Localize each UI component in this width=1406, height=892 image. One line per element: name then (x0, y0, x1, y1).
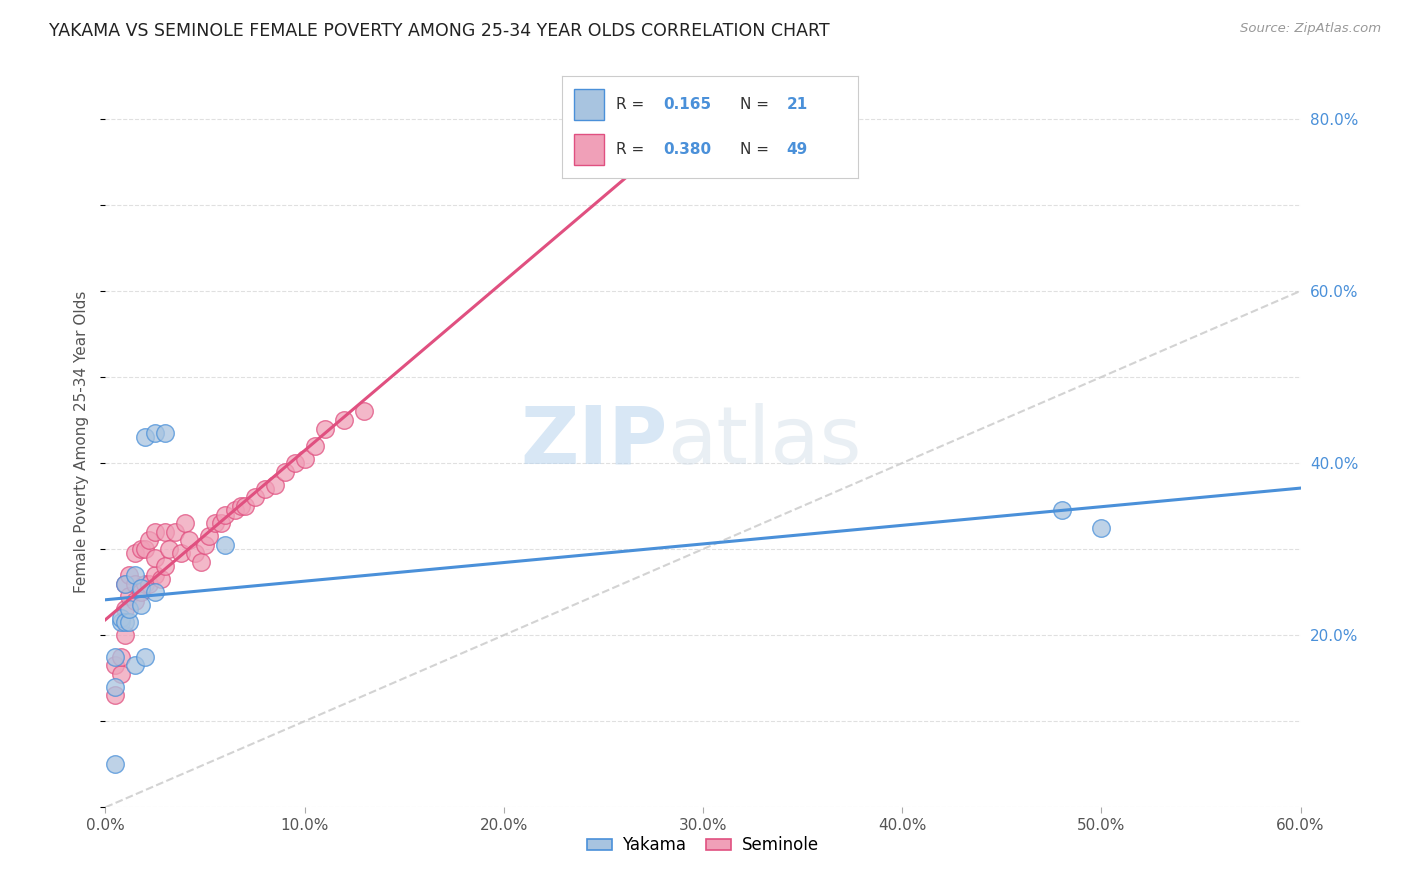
Point (143, 550, 166, 565)
Point (1050, 503, 1073, 517)
Text: N =: N = (740, 142, 773, 157)
Point (214, 508, 236, 522)
Point (233, 499, 256, 513)
Point (224, 503, 246, 517)
Text: R =: R = (616, 142, 648, 157)
Point (333, 413, 356, 427)
Point (110, 666, 132, 681)
Text: R =: R = (616, 97, 648, 112)
Text: 0.380: 0.380 (662, 142, 711, 157)
Point (263, 477, 285, 491)
Text: N =: N = (740, 97, 773, 112)
Point (229, 499, 252, 513)
Point (114, 628, 136, 642)
Point (118, 568, 141, 582)
Point (314, 422, 336, 436)
Point (353, 404, 375, 418)
Legend: Yakama, Seminole: Yakama, Seminole (581, 830, 825, 861)
Point (138, 576, 160, 591)
Point (104, 680, 127, 694)
Point (243, 491, 266, 505)
Point (118, 615, 141, 630)
Text: ZIP: ZIP (520, 402, 666, 481)
Point (273, 465, 295, 479)
Point (143, 425, 166, 440)
Point (143, 524, 166, 539)
Point (124, 546, 146, 560)
Point (124, 658, 146, 673)
Text: atlas: atlas (666, 402, 862, 481)
Point (104, 649, 127, 664)
Point (177, 533, 201, 548)
Point (110, 611, 132, 625)
Point (129, 581, 153, 595)
Bar (574, 89, 603, 120)
Point (194, 538, 217, 552)
Point (110, 649, 132, 664)
Point (184, 546, 207, 560)
Point (124, 593, 146, 607)
Point (143, 568, 166, 582)
Point (104, 757, 127, 772)
Point (134, 542, 156, 557)
Y-axis label: Female Poverty Among 25-34 Year Olds: Female Poverty Among 25-34 Year Olds (75, 291, 90, 592)
Point (143, 585, 166, 599)
Point (129, 598, 153, 612)
Point (294, 451, 316, 466)
Point (1090, 520, 1112, 534)
Text: 0.165: 0.165 (662, 97, 711, 112)
Point (114, 576, 136, 591)
Point (104, 689, 127, 703)
Point (114, 615, 136, 630)
Text: YAKAMA VS SEMINOLE FEMALE POVERTY AMONG 25-34 YEAR OLDS CORRELATION CHART: YAKAMA VS SEMINOLE FEMALE POVERTY AMONG … (49, 22, 830, 40)
Point (165, 524, 187, 539)
Point (118, 590, 141, 604)
Bar (574, 135, 603, 165)
Point (153, 559, 177, 574)
Point (157, 542, 180, 557)
Point (190, 555, 212, 569)
Point (209, 516, 232, 531)
Point (124, 576, 146, 591)
Point (129, 542, 153, 557)
Point (114, 576, 136, 591)
Point (170, 546, 193, 560)
Point (124, 568, 146, 582)
Point (114, 602, 136, 616)
Point (204, 516, 226, 531)
Point (134, 576, 156, 591)
Point (118, 602, 141, 616)
Point (304, 439, 326, 453)
Point (138, 533, 160, 548)
Point (214, 538, 236, 552)
Point (104, 658, 127, 673)
Text: 49: 49 (787, 142, 808, 157)
Text: 21: 21 (787, 97, 808, 112)
Point (150, 572, 173, 586)
Point (110, 615, 132, 630)
Point (153, 425, 177, 440)
Point (284, 456, 307, 470)
Text: Source: ZipAtlas.com: Source: ZipAtlas.com (1240, 22, 1381, 36)
Point (153, 524, 177, 539)
Point (198, 529, 221, 543)
Point (253, 482, 276, 496)
Point (174, 516, 197, 531)
Point (134, 649, 156, 664)
Point (134, 430, 156, 444)
Point (129, 585, 153, 599)
